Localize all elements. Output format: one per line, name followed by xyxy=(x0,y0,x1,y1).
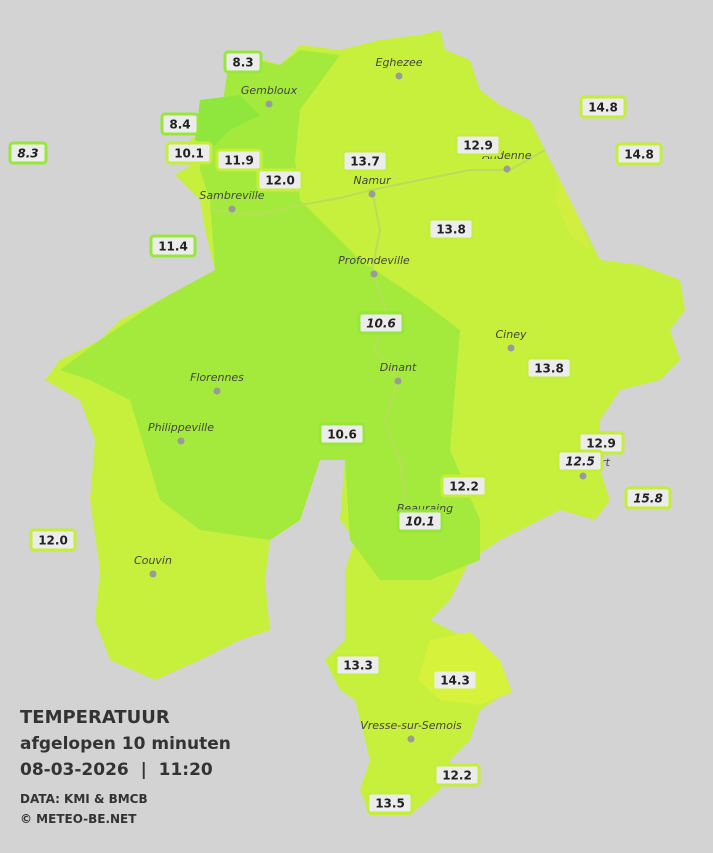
station-value: 10.6 xyxy=(366,317,396,331)
station-value: 11.9 xyxy=(224,154,254,168)
legend-subtitle: afgelopen 10 minuten xyxy=(20,734,231,754)
station-value: 12.0 xyxy=(265,174,295,188)
city-dot xyxy=(395,72,403,80)
station-value: 14.8 xyxy=(624,148,654,162)
station-box xyxy=(615,142,663,166)
river xyxy=(370,189,406,501)
station-value: 13.3 xyxy=(343,659,373,673)
station-box xyxy=(396,509,444,533)
zone-warm xyxy=(555,180,590,250)
city-label: Gembloux xyxy=(241,84,298,97)
station-box xyxy=(427,217,475,241)
legend-title: TEMPERATUUR xyxy=(20,707,170,728)
station-value: 12.9 xyxy=(586,437,616,451)
stations: 8.3 8.4 8.3 10.1 11.9 12.0 11.4 13.7 12.9 14.8 14.… xyxy=(8,50,672,815)
station-value: 13.8 xyxy=(436,223,466,237)
city-label: Couvin xyxy=(134,554,172,567)
legend-datetime: 08-03-2026 | 11:20 xyxy=(20,760,213,780)
station-value: 12.5 xyxy=(565,455,595,469)
station-box xyxy=(29,528,77,552)
station-value: 15.8 xyxy=(633,492,663,506)
city-label: Eghezee xyxy=(376,56,423,69)
city-dot xyxy=(507,344,515,352)
city-dot xyxy=(407,735,415,743)
station-box xyxy=(334,653,382,677)
legend-copyright: © METEO-BE.NET xyxy=(20,812,137,826)
station-box xyxy=(160,112,200,136)
station-box xyxy=(215,148,263,172)
station-value: 8.3 xyxy=(17,147,38,161)
city-dot xyxy=(265,100,273,108)
station-box xyxy=(366,791,414,815)
station-value: 14.3 xyxy=(440,674,470,688)
station-box xyxy=(624,486,672,510)
station-box xyxy=(433,763,481,787)
city-dot xyxy=(149,570,157,578)
station-value: 10.1 xyxy=(174,147,204,161)
station-box xyxy=(341,149,389,173)
station-value: 10.6 xyxy=(327,428,357,442)
station-box xyxy=(318,422,366,446)
station-box xyxy=(525,356,573,380)
station-box xyxy=(440,474,488,498)
station-box xyxy=(8,141,48,165)
station-box xyxy=(431,668,479,692)
city-label: Profondeville xyxy=(338,254,410,267)
city-dot xyxy=(228,205,236,213)
station-value: 10.1 xyxy=(405,515,435,529)
legend-source: DATA: KMI & BMCB xyxy=(20,792,148,806)
city-dot xyxy=(503,165,511,173)
city-label: Philippeville xyxy=(148,421,214,434)
station-value: 13.5 xyxy=(375,797,405,811)
city-label: Vresse-sur-Semois xyxy=(360,719,462,732)
station-box xyxy=(579,95,627,119)
station-value: 8.4 xyxy=(169,118,190,132)
city-label: Dinant xyxy=(380,361,417,374)
station-value: 11.4 xyxy=(158,240,188,254)
city-dot xyxy=(177,437,185,445)
zone-cold xyxy=(195,95,260,150)
city-label: Sambreville xyxy=(199,189,264,202)
city-dot xyxy=(579,472,587,480)
cities: EghezeeGemblouxAndenneNamurSambrevillePr… xyxy=(134,56,610,743)
city-dot xyxy=(213,387,221,395)
station-value: 14.8 xyxy=(588,101,618,115)
station-box xyxy=(357,311,405,335)
station-value: 8.3 xyxy=(232,56,253,70)
station-box xyxy=(165,141,213,165)
city-dot xyxy=(394,377,402,385)
city-label: Namur xyxy=(353,174,392,187)
station-value: 13.7 xyxy=(350,155,380,169)
station-value: 12.0 xyxy=(38,534,68,548)
station-box xyxy=(256,168,304,192)
station-value: 13.8 xyxy=(534,362,564,376)
station-box xyxy=(454,133,502,157)
station-value: 12.2 xyxy=(449,480,479,494)
city-label: Florennes xyxy=(190,371,244,384)
station-value: 12.2 xyxy=(442,769,472,783)
city-dot xyxy=(370,270,378,278)
station-box xyxy=(556,449,604,473)
station-box xyxy=(149,234,197,258)
station-box xyxy=(223,50,263,74)
city-dot xyxy=(368,190,376,198)
city-label: Ciney xyxy=(496,328,527,341)
station-value: 12.9 xyxy=(463,139,493,153)
zone-cool xyxy=(60,200,480,580)
